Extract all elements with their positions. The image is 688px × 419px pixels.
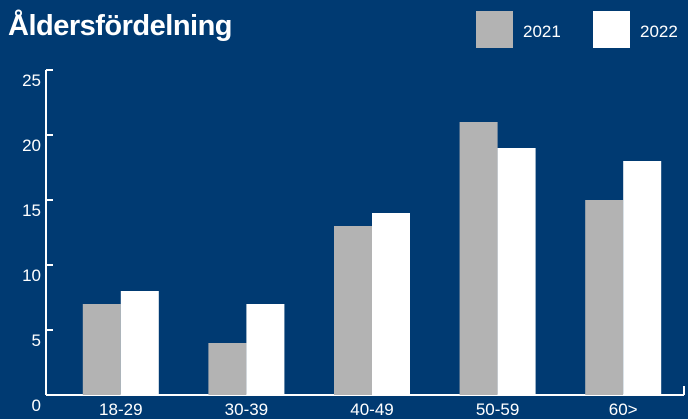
x-tick-label: 18-29 bbox=[99, 400, 142, 419]
x-tick-label: 60> bbox=[609, 400, 638, 419]
y-tick-label: 0 bbox=[32, 396, 41, 415]
bar-2021-30-39 bbox=[208, 343, 247, 395]
x-tick-label: 50-59 bbox=[476, 400, 519, 419]
legend-label: 2021 bbox=[523, 22, 561, 41]
bar-2022-18-29 bbox=[120, 291, 159, 395]
bar-2022-40-49 bbox=[372, 213, 410, 395]
legend-label: 2022 bbox=[640, 22, 678, 41]
legend-swatch-2022 bbox=[593, 11, 630, 48]
bars bbox=[82, 122, 662, 395]
chart-title: Åldersfördelning bbox=[8, 10, 233, 42]
y-tick-label: 25 bbox=[22, 71, 41, 90]
legend-swatch-2021 bbox=[476, 11, 513, 48]
bar-2021-18-29 bbox=[82, 304, 121, 395]
bar-2021-50-59 bbox=[459, 122, 498, 395]
bar-2021-40-49 bbox=[334, 226, 372, 395]
x-tick-label: 30-39 bbox=[225, 400, 268, 419]
bar-2022-30-39 bbox=[246, 304, 285, 395]
bar-2022-50-59 bbox=[497, 148, 536, 395]
y-tick-label: 20 bbox=[22, 136, 41, 155]
y-tick-label: 10 bbox=[22, 266, 41, 285]
y-tick-label: 5 bbox=[32, 331, 41, 350]
bar-2022-60> bbox=[623, 161, 662, 395]
bar-2021-60> bbox=[585, 200, 624, 395]
legend: 2021 2022 bbox=[476, 11, 678, 48]
x-tick-label: 40-49 bbox=[350, 400, 393, 419]
y-tick-label: 15 bbox=[22, 201, 41, 220]
